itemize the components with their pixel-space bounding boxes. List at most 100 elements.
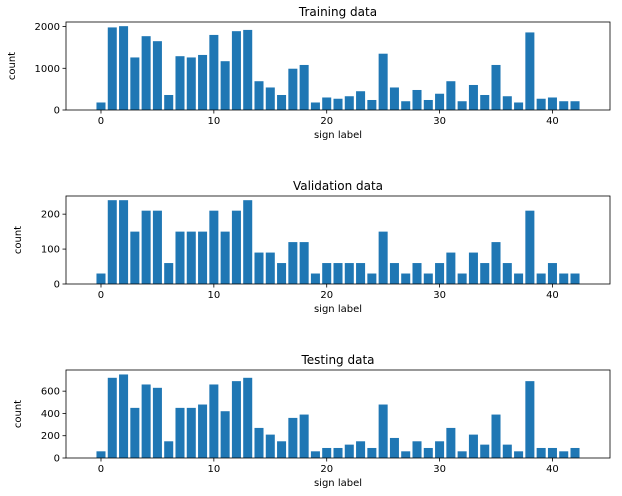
bar-15 (265, 252, 275, 284)
bar-0 (96, 451, 106, 458)
x-tick-label: 30 (433, 464, 446, 475)
bar-39 (536, 447, 546, 458)
bar-8 (186, 407, 196, 458)
bar-33 (468, 84, 478, 110)
plot-frame (65, 21, 611, 111)
bar-9 (198, 404, 208, 458)
bar-24 (367, 447, 377, 458)
x-tick-label: 0 (98, 116, 104, 127)
bar-39 (536, 273, 546, 284)
bar-42 (570, 273, 580, 284)
bar-6 (164, 94, 174, 110)
bar-15 (265, 87, 275, 110)
bar-30 (435, 93, 445, 110)
x-tick-label: 10 (207, 290, 220, 301)
x-axis-label: sign label (314, 304, 362, 315)
x-tick-label: 20 (320, 464, 333, 475)
x-tick-label: 10 (207, 116, 220, 127)
x-tick-label: 30 (433, 116, 446, 127)
bar-5 (152, 41, 162, 110)
bar-40 (547, 447, 557, 458)
x-axis-label: sign label (314, 478, 362, 489)
y-axis-label: count (13, 400, 24, 428)
bar-5 (152, 210, 162, 284)
bar-12 (231, 31, 241, 110)
bar-14 (254, 252, 264, 284)
y-axis-label: count (13, 226, 24, 254)
bar-37 (514, 451, 524, 458)
bar-18 (299, 64, 309, 110)
bar-12 (231, 381, 241, 458)
bar-30 (435, 263, 445, 284)
x-tick-label: 20 (320, 116, 333, 127)
bar-11 (220, 61, 230, 110)
bar-37 (514, 273, 524, 284)
bar-35 (491, 64, 501, 110)
bar-30 (435, 441, 445, 458)
bar-27 (401, 273, 411, 284)
bar-11 (220, 411, 230, 458)
bar-14 (254, 81, 264, 110)
bar-29 (423, 273, 433, 284)
y-tick-label: 2000 (35, 22, 60, 33)
bar-12 (231, 210, 241, 284)
bar-22 (344, 444, 354, 458)
bar-8 (186, 231, 196, 284)
plot-frame (65, 369, 611, 459)
bar-25 (378, 231, 388, 284)
y-tick-label: 100 (41, 245, 60, 256)
bar-26 (389, 87, 399, 110)
bar-9 (198, 231, 208, 284)
bar-27 (401, 101, 411, 110)
bar-20 (322, 97, 332, 110)
bar-2 (119, 26, 129, 111)
x-tick-label: 40 (546, 464, 559, 475)
x-tick-label: 10 (207, 464, 220, 475)
bar-29 (423, 447, 433, 458)
bar-38 (525, 210, 535, 284)
bar-41 (559, 101, 569, 110)
bar-42 (570, 447, 580, 458)
bar-0 (96, 102, 106, 110)
bar-6 (164, 441, 174, 458)
bar-1 (107, 377, 117, 458)
chart-title: Training data (298, 5, 377, 19)
bar-4 (141, 210, 151, 284)
bar-33 (468, 434, 478, 458)
bar-25 (378, 404, 388, 458)
bar-5 (152, 387, 162, 458)
bar-23 (356, 263, 366, 284)
bar-11 (220, 231, 230, 284)
bar-27 (401, 451, 411, 458)
bar-24 (367, 273, 377, 284)
bar-37 (514, 102, 524, 110)
bar-22 (344, 263, 354, 284)
bar-32 (457, 273, 467, 284)
bar-34 (480, 444, 490, 458)
bar-36 (502, 444, 512, 458)
bar-21 (333, 447, 343, 458)
bar-18 (299, 242, 309, 284)
bar-17 (288, 417, 298, 458)
chart-title: Testing data (300, 353, 374, 367)
chart-panel-2: 0 10 20 30 40 0 100 200 Validation data sign labe… (13, 179, 611, 315)
bar-14 (254, 427, 264, 458)
bar-28 (412, 89, 422, 110)
bar-39 (536, 98, 546, 110)
bar-29 (423, 99, 433, 110)
x-axis-label: sign label (314, 130, 362, 141)
bar-20 (322, 447, 332, 458)
bar-13 (243, 377, 253, 458)
bar-1 (107, 27, 117, 111)
bar-6 (164, 263, 174, 284)
y-tick-label: 600 (41, 387, 60, 398)
bar-13 (243, 200, 253, 284)
bar-31 (446, 81, 456, 110)
bar-40 (547, 97, 557, 110)
x-tick-label: 0 (98, 464, 104, 475)
bar-35 (491, 242, 501, 284)
bar-15 (265, 434, 275, 458)
y-axis-label: count (7, 52, 18, 80)
